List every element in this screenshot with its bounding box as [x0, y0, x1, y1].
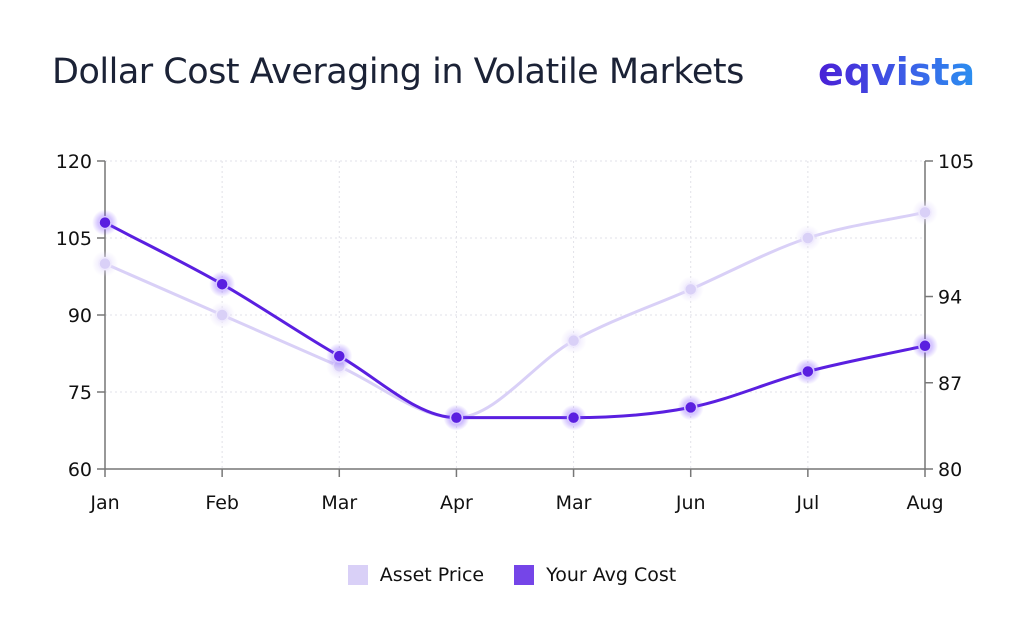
- data-point-asset-price: [215, 308, 229, 322]
- x-axis-tick-label: Jun: [675, 492, 706, 514]
- x-axis-tick-label: Jan: [89, 492, 119, 514]
- data-point-asset-price: [801, 231, 815, 245]
- right-axis-tick-label: 105: [938, 151, 974, 173]
- data-point-your-avg-cost: [449, 410, 464, 425]
- x-axis-tick-label: Jul: [795, 492, 819, 514]
- legend-item-avg-cost[interactable]: Your Avg Cost: [514, 564, 676, 586]
- legend-swatch: [347, 565, 368, 585]
- x-axis-tick-label: Mar: [321, 492, 357, 514]
- data-point-your-avg-cost: [918, 339, 932, 353]
- right-axis-tick-label: 80: [938, 459, 962, 481]
- x-axis-tick-label: Apr: [440, 492, 473, 514]
- data-point-your-avg-cost: [215, 277, 229, 291]
- left-axis-tick-label: 105: [56, 228, 92, 250]
- data-point-asset-price: [918, 205, 932, 220]
- legend-swatch: [514, 565, 535, 585]
- data-point-asset-price: [683, 282, 698, 297]
- legend: Asset Price Your Avg Cost: [0, 564, 1024, 586]
- x-axis-tick-label: Aug: [906, 492, 943, 514]
- right-axis-tick-label: 94: [938, 287, 962, 309]
- x-axis-tick-label: Mar: [556, 492, 592, 514]
- left-axis-tick-label: 60: [68, 459, 92, 481]
- data-point-your-avg-cost: [332, 349, 347, 363]
- eqvista-logo: eqvista: [818, 50, 976, 94]
- data-point-your-avg-cost: [98, 215, 112, 230]
- data-point-your-avg-cost: [566, 410, 581, 425]
- data-point-your-avg-cost: [801, 364, 815, 379]
- data-point-asset-price: [98, 256, 112, 271]
- legend-item-asset-price[interactable]: Asset Price: [347, 564, 485, 586]
- legend-label: Asset Price: [379, 564, 485, 586]
- left-axis-tick-label: 120: [56, 151, 92, 173]
- legend-label: Your Avg Cost: [546, 564, 677, 586]
- series-line-asset-price: [104, 210, 926, 420]
- data-point-asset-price: [566, 333, 581, 348]
- left-axis-tick-label: 90: [68, 305, 92, 327]
- right-axis-tick-label: 87: [938, 373, 962, 395]
- x-axis-tick-label: Feb: [205, 492, 239, 514]
- left-axis-tick-label: 75: [68, 382, 92, 404]
- chart-title: Dollar Cost Averaging in Volatile Market…: [52, 52, 744, 92]
- data-point-your-avg-cost: [683, 400, 698, 415]
